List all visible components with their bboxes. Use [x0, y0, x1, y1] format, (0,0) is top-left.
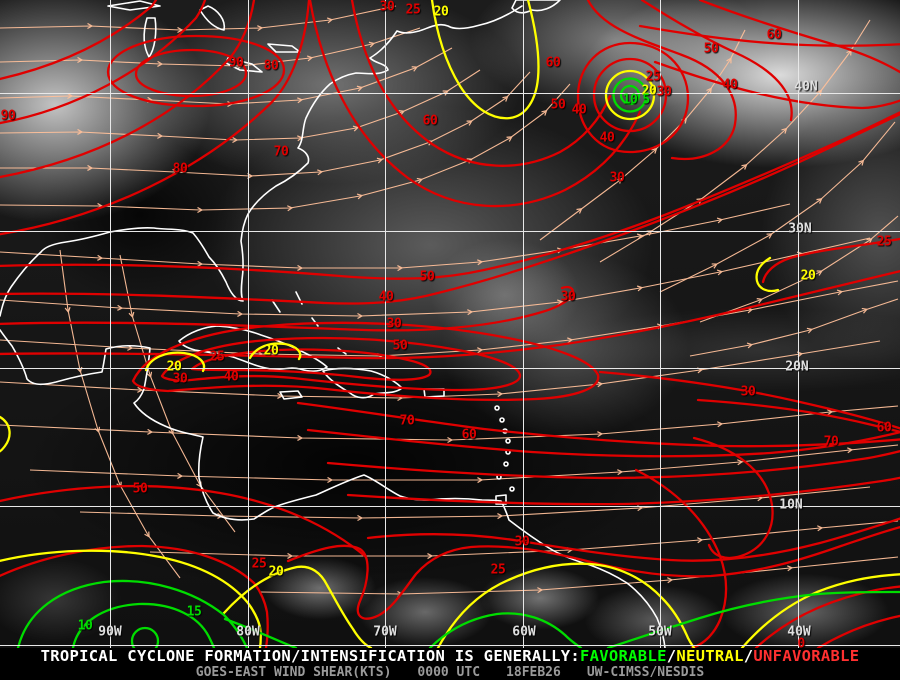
unfavorable-text: UNFAVORABLE	[753, 647, 860, 665]
contour-label: 20	[263, 343, 279, 359]
longitude-label: 60W	[512, 624, 536, 640]
contour-label: 30	[656, 84, 672, 100]
latitude-label: 10N	[779, 497, 803, 513]
contour-label: 90	[0, 108, 16, 124]
contour-label: 80	[263, 58, 279, 74]
contour-label: 40	[722, 77, 738, 93]
shear-contours-green	[16, 77, 900, 648]
contour-label: 60	[876, 420, 892, 436]
contour-label: 60	[766, 27, 782, 43]
shear-contours-yellow	[0, 0, 900, 648]
valid-date: 18FEB26	[506, 664, 561, 680]
contour-label: 30	[740, 384, 756, 400]
contour-label: 5	[642, 92, 650, 108]
contour-label: 50	[392, 338, 408, 354]
contour-label: 30	[172, 371, 188, 387]
contour-label: 40	[599, 130, 615, 146]
grid-meridian	[523, 0, 524, 648]
contour-label: 25	[251, 556, 267, 572]
grid-meridian	[385, 0, 386, 648]
contour-label: 60	[422, 113, 438, 129]
grid-meridian	[798, 0, 799, 648]
grid-parallel	[0, 231, 900, 232]
valid-time: 0000 UTC	[417, 664, 481, 680]
headline-text: TROPICAL CYCLONE FORMATION/INTENSIFICATI…	[40, 647, 581, 665]
contour-label: 20	[800, 268, 816, 284]
neutral-text: NEUTRAL	[676, 647, 744, 665]
longitude-label: 80W	[236, 624, 260, 640]
favorable-text: FAVORABLE	[580, 647, 667, 665]
contour-label: 20	[433, 4, 449, 20]
contour-label: 50	[550, 97, 566, 113]
contour-label: 90	[228, 55, 244, 71]
grid-parallel	[0, 93, 900, 94]
contour-labels: 90 80 90 80 70 30 25 20 60 50 40 60 40 30 25 20 30 10 5 60 5…	[0, 0, 892, 649]
grid-parallel	[0, 368, 900, 369]
contour-label: 10	[77, 618, 93, 634]
grid-meridian	[248, 0, 249, 648]
contour-label: 25	[405, 2, 421, 18]
contour-label: 0	[797, 636, 805, 649]
contour-label: 20	[166, 359, 182, 375]
contour-label: 25	[209, 349, 225, 365]
longitude-label: 40W	[787, 624, 811, 640]
contour-label: 20	[268, 564, 284, 580]
contour-label: 60	[461, 427, 477, 443]
grid-meridian	[110, 0, 111, 648]
latitude-label: 40N	[794, 79, 818, 95]
contour-label: 70	[823, 434, 839, 450]
contour-label: 30	[386, 316, 402, 332]
latlon-grid	[0, 0, 900, 648]
grid-parallel	[0, 506, 900, 507]
contour-label: 30	[379, 0, 395, 15]
slash: /	[666, 647, 677, 665]
contour-label: 25	[876, 234, 892, 250]
contour-label: 30	[609, 170, 625, 186]
contour-label: 70	[399, 413, 415, 429]
grid-meridian	[660, 0, 661, 648]
map-area: 90 80 90 80 70 30 25 20 60 50 40 60 40 30 25 20 30 10 5 60 5…	[0, 0, 900, 648]
contour-label: 40	[378, 289, 394, 305]
streamlines	[0, 5, 899, 594]
longitude-label: 90W	[98, 624, 122, 640]
contour-label: 15	[186, 604, 202, 620]
footer-bar: TROPICAL CYCLONE FORMATION/INTENSIFICATI…	[0, 647, 900, 680]
contour-label: 25	[645, 69, 661, 85]
shear-contours-red	[0, 0, 900, 648]
contour-label: 70	[273, 144, 289, 160]
contour-label: 30	[560, 289, 576, 305]
contour-label: 30	[514, 534, 530, 550]
contour-label: 50	[703, 41, 719, 57]
contour-label: 60	[545, 55, 561, 71]
longitude-label: 50W	[648, 624, 672, 640]
agency-credit: UW-CIMSS/NESDIS	[586, 664, 705, 680]
contour-label: 10	[622, 92, 638, 108]
headline-line: TROPICAL CYCLONE FORMATION/INTENSIFICATI…	[0, 647, 900, 665]
credit-line: GOES-EAST WIND SHEAR(KTS) 0000 UTC 18FEB…	[0, 664, 900, 680]
product-name: GOES-EAST WIND SHEAR(KTS)	[195, 664, 392, 680]
latitude-label: 30N	[788, 221, 812, 237]
slash: /	[743, 647, 754, 665]
contour-label: 40	[223, 369, 239, 385]
longitude-label: 70W	[373, 624, 397, 640]
contour-label: 20	[641, 83, 657, 99]
contour-label: 80	[172, 161, 188, 177]
contour-label: 25	[490, 562, 506, 578]
latitude-label: 20N	[785, 359, 809, 375]
grid-parallel	[0, 645, 900, 646]
contour-label: 50	[419, 269, 435, 285]
contour-label: 50	[132, 481, 148, 497]
contour-label: 40	[571, 102, 587, 118]
